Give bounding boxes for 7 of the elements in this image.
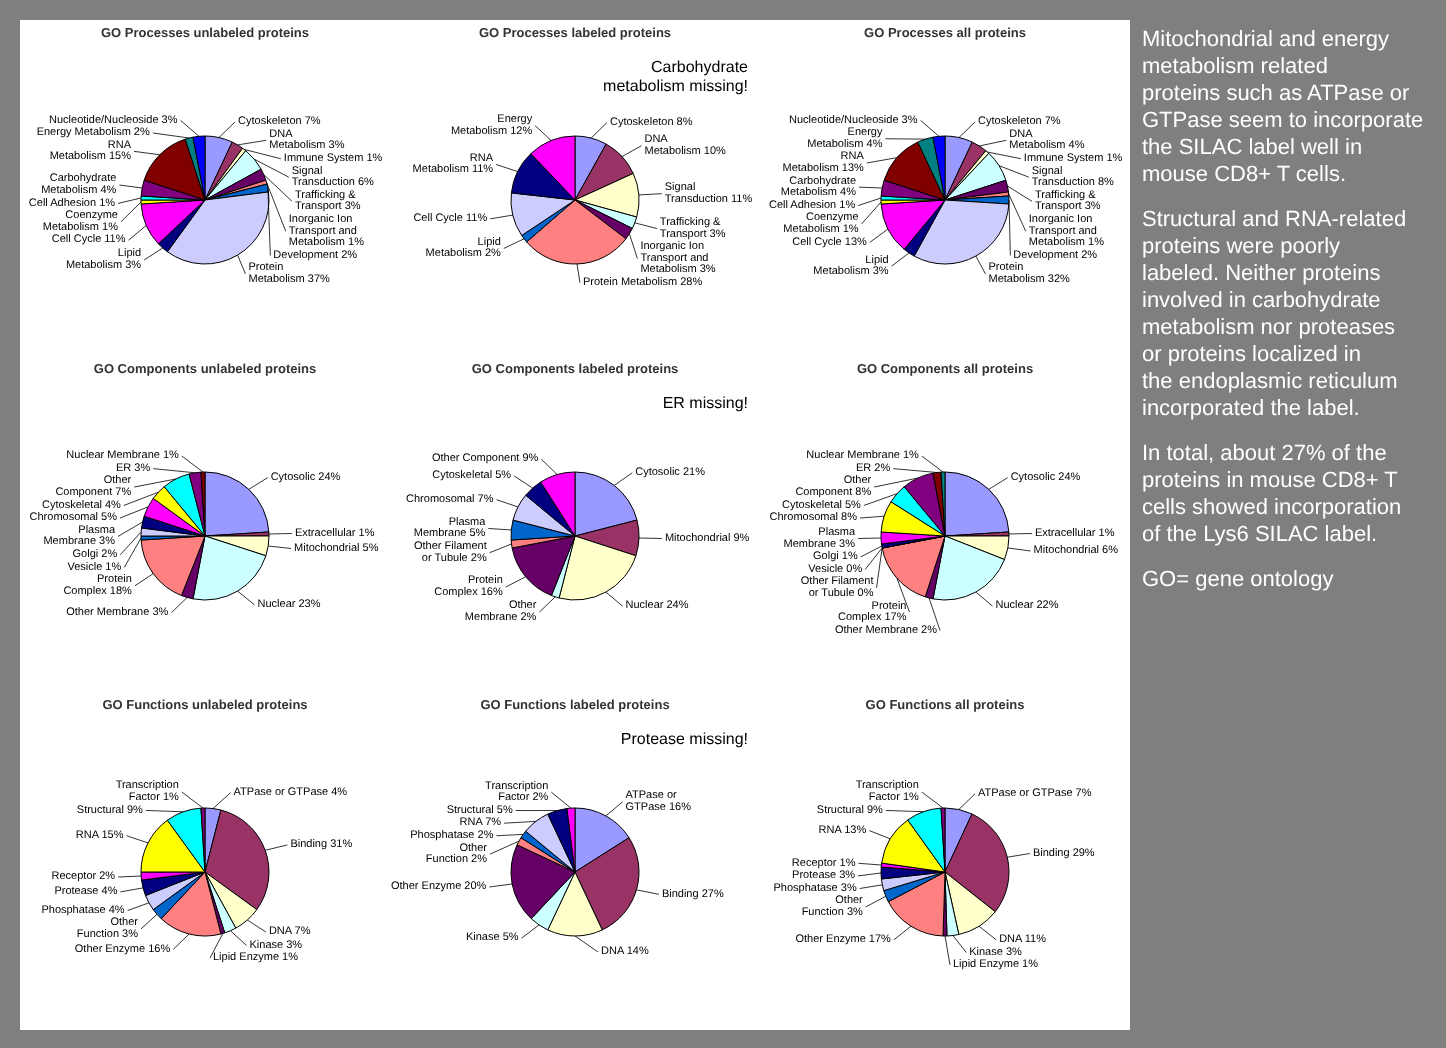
text: Mitochondrial and energy metabolism related proteins such as ATPase or GTPase seem to incorporate the SILAC label well in mouse CD8+ T cells. xyxy=(1142,28,1424,187)
text: Structural and RNA-related proteins were poorly labeled. Neither proteins involved in carbohydrate metabolism nor proteases or proteins localized in the endoplasmic reticulum incorporated the label. xyxy=(1142,208,1407,421)
text: GO= gene ontology xyxy=(1142,568,1335,592)
text: Protease missing! xyxy=(620,730,748,748)
text: In total, about 27% of the proteins in mouse CD8+ T cells showed incorporation of the Lys6 SILAC label. xyxy=(1142,442,1402,547)
text: ER missing! xyxy=(662,394,748,412)
text: Carbohydrate metabolism missing! xyxy=(603,58,750,95)
